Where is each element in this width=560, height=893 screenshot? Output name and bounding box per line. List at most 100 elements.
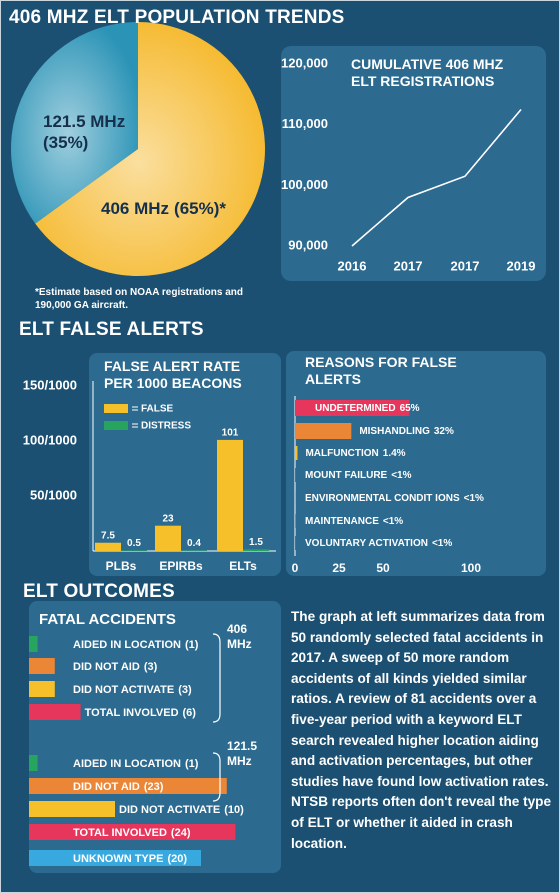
category-label: MALFUNCTION: [305, 448, 378, 459]
bar: [29, 778, 227, 794]
legend-label: DISTRESS: [141, 421, 191, 432]
bar-label: UNDETERMINED 65%: [315, 403, 420, 414]
x-tick-label: 0: [292, 561, 299, 575]
y-tick-label: 120,000: [281, 55, 328, 70]
bar: [243, 549, 269, 551]
section-title: ELT OUTCOMES: [23, 581, 175, 602]
value-label: 1.4%: [383, 448, 406, 459]
bar-label: VOLUNTARY ACTIVATION <1%: [305, 538, 452, 549]
bar: [295, 423, 352, 439]
value-label: 0.5: [127, 538, 141, 549]
category-label: VOLUNTARY ACTIVATION: [305, 538, 428, 549]
x-tick-label: 50: [376, 561, 390, 575]
value-label: (1): [185, 758, 199, 770]
slice-shine: [11, 22, 138, 224]
x-tick-label: EPIRBs: [159, 559, 203, 573]
bar-label: DID NOT AID (3): [73, 661, 158, 673]
bar: [29, 824, 236, 840]
bar: [155, 525, 181, 551]
bar: [29, 801, 115, 817]
x-tick-label: 100: [461, 561, 481, 575]
chart-title: REASONS FOR FALSE ALERTS: [305, 354, 457, 387]
chart-title: FATAL ACCIDENTS: [39, 611, 176, 628]
x-tick-label: 2017: [451, 258, 480, 273]
y-tick-label: 110,000: [282, 116, 328, 131]
bar-label: AIDED IN LOCATION (1): [73, 758, 199, 770]
category-label: DID NOT ACTIVATE: [119, 804, 220, 816]
category-label: DID NOT AID: [73, 661, 140, 673]
bracket: [212, 752, 221, 802]
bar: [29, 658, 55, 674]
bar-label: MISHANDLING 32%: [359, 426, 454, 437]
legend-swatch: [104, 404, 128, 413]
category-label: TOTAL INVOLVED: [73, 827, 167, 839]
bar: [29, 755, 38, 771]
bar-label: DID NOT ACTIVATE (10): [119, 804, 244, 816]
bracket: [212, 633, 221, 723]
value-label: (3): [178, 684, 192, 696]
bar: [217, 439, 243, 551]
x-tick-label: 2019: [507, 258, 536, 273]
bar: [29, 636, 38, 652]
value-label: <1%: [391, 470, 411, 481]
value-label: 1.5: [249, 537, 263, 548]
value-label: (20): [167, 853, 187, 865]
category-label: AIDED IN LOCATION: [73, 639, 181, 651]
value-label: 101: [222, 428, 239, 439]
legend-swatch: [104, 421, 128, 430]
bar: [295, 536, 296, 550]
slice-name: 121.5 MHz: [43, 112, 126, 131]
bar-label: MOUNT FAILURE <1%: [305, 470, 412, 481]
value-label: <1%: [383, 516, 403, 527]
page-title: 406 MHZ ELT POPULATION TRENDS: [9, 7, 345, 28]
category-label: UNKNOWN TYPE: [73, 853, 163, 865]
y-tick-label: 50/1000: [30, 487, 77, 502]
value-label: 0.4: [187, 538, 201, 549]
value-label: (23): [144, 781, 164, 793]
category-label: MOUNT FAILURE: [305, 470, 388, 481]
slice-value: (65%)*: [174, 199, 226, 218]
bar: [295, 491, 296, 505]
value-label: (6): [183, 707, 197, 719]
bar: [121, 550, 147, 551]
group-label: 406 MHz: [227, 622, 252, 651]
pie-label: 121.5 MHz (35%): [43, 111, 125, 153]
x-tick-label: 2017: [394, 258, 423, 273]
panel: [281, 46, 546, 281]
bar-label: TOTAL INVOLVED (6): [85, 707, 197, 719]
x-tick-label: ELTs: [229, 559, 257, 573]
category-label: UNDETERMINED: [315, 403, 396, 414]
slice-value: (35%): [43, 133, 89, 152]
value-label: 23: [162, 513, 174, 524]
category-label: MISHANDLING: [359, 426, 430, 437]
category-label: MAINTENANCE: [305, 516, 379, 527]
pie-label: 406 MHz (65%)*: [101, 198, 226, 219]
bar-label: DID NOT ACTIVATE (3): [73, 684, 192, 696]
bar-label: DID NOT AID (23): [73, 781, 164, 793]
slice-shine: [35, 22, 266, 277]
bar-label: ENVIRONMENTAL CONDIT IONS <1%: [305, 493, 484, 504]
value-label: 7.5: [101, 530, 115, 541]
value-label: (10): [224, 804, 244, 816]
bar-label: MALFUNCTION 1.4%: [305, 448, 405, 459]
chart-title: FALSE ALERT RATE PER 1000 BEACONS: [104, 358, 242, 391]
slice-name: 406 MHz: [101, 199, 170, 218]
value-label: <1%: [432, 538, 452, 549]
category-label: AIDED IN LOCATION: [73, 758, 181, 770]
section-title: ELT FALSE ALERTS: [19, 319, 204, 340]
legend-label: FALSE: [141, 404, 174, 415]
category-label: TOTAL INVOLVED: [85, 707, 179, 719]
bar: [29, 681, 55, 697]
y-tick-label: 90,000: [288, 237, 328, 252]
paragraph: The graph at left summarizes data from 5…: [291, 609, 552, 851]
bar: [29, 850, 201, 866]
value-label: (24): [171, 827, 191, 839]
value-label: 65%: [400, 403, 420, 414]
y-tick-label: 150/1000: [23, 377, 77, 392]
category-label: DID NOT AID: [73, 781, 140, 793]
bar: [295, 446, 298, 460]
x-tick-label: PLBs: [106, 559, 137, 573]
bar: [295, 468, 296, 482]
